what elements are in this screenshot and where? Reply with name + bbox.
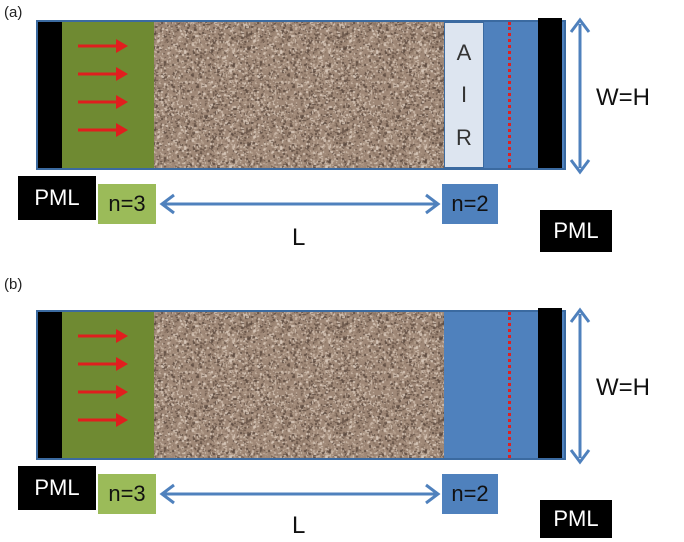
width-height-label: W=H bbox=[596, 374, 650, 401]
disordered-medium bbox=[154, 22, 444, 168]
left-pml-layer bbox=[38, 312, 62, 458]
pml-label-left: PML bbox=[18, 466, 96, 510]
panel-a: (a) A I R W=H PML n=3 n=2 L PML bbox=[0, 0, 684, 270]
refractive-index-left: n=3 bbox=[98, 474, 156, 514]
air-letter: A bbox=[456, 39, 472, 65]
propagation-arrow-icon bbox=[78, 357, 128, 371]
right-pml-layer bbox=[538, 18, 562, 168]
length-label: L bbox=[292, 224, 306, 251]
double-headed-arrow-icon bbox=[569, 307, 591, 465]
propagation-arrow-icon bbox=[78, 385, 128, 399]
air-letter: R bbox=[456, 124, 472, 150]
length-label: L bbox=[292, 512, 306, 539]
propagation-arrow-icon bbox=[78, 123, 128, 137]
refractive-index-right: n=2 bbox=[442, 184, 498, 224]
refractive-index-left: n=3 bbox=[98, 184, 156, 224]
disordered-medium bbox=[154, 312, 444, 458]
propagation-arrow-icon bbox=[78, 39, 128, 53]
propagation-arrow-icon bbox=[78, 329, 128, 343]
panel-label: (b) bbox=[4, 276, 23, 293]
pml-label-left: PML bbox=[18, 176, 96, 220]
propagation-arrow-icon bbox=[78, 67, 128, 81]
air-gap: A I R bbox=[444, 22, 484, 168]
panel-b: (b) W=H PML n=3 n=2 L PML bbox=[0, 272, 684, 542]
double-headed-arrow-icon bbox=[569, 17, 591, 175]
panel-label: (a) bbox=[4, 4, 23, 21]
double-headed-arrow-icon bbox=[159, 483, 441, 505]
detector-line bbox=[508, 312, 511, 458]
propagation-arrow-icon bbox=[78, 95, 128, 109]
right-pml-layer bbox=[538, 308, 562, 458]
detector-line bbox=[508, 22, 511, 168]
width-height-label: W=H bbox=[596, 84, 650, 111]
left-pml-layer bbox=[38, 22, 62, 168]
double-headed-arrow-icon bbox=[159, 193, 441, 215]
propagation-arrow-icon bbox=[78, 413, 128, 427]
pml-label-right: PML bbox=[540, 210, 612, 252]
pml-label-right: PML bbox=[540, 500, 612, 538]
refractive-index-right: n=2 bbox=[442, 474, 498, 514]
air-letter: I bbox=[460, 82, 468, 107]
